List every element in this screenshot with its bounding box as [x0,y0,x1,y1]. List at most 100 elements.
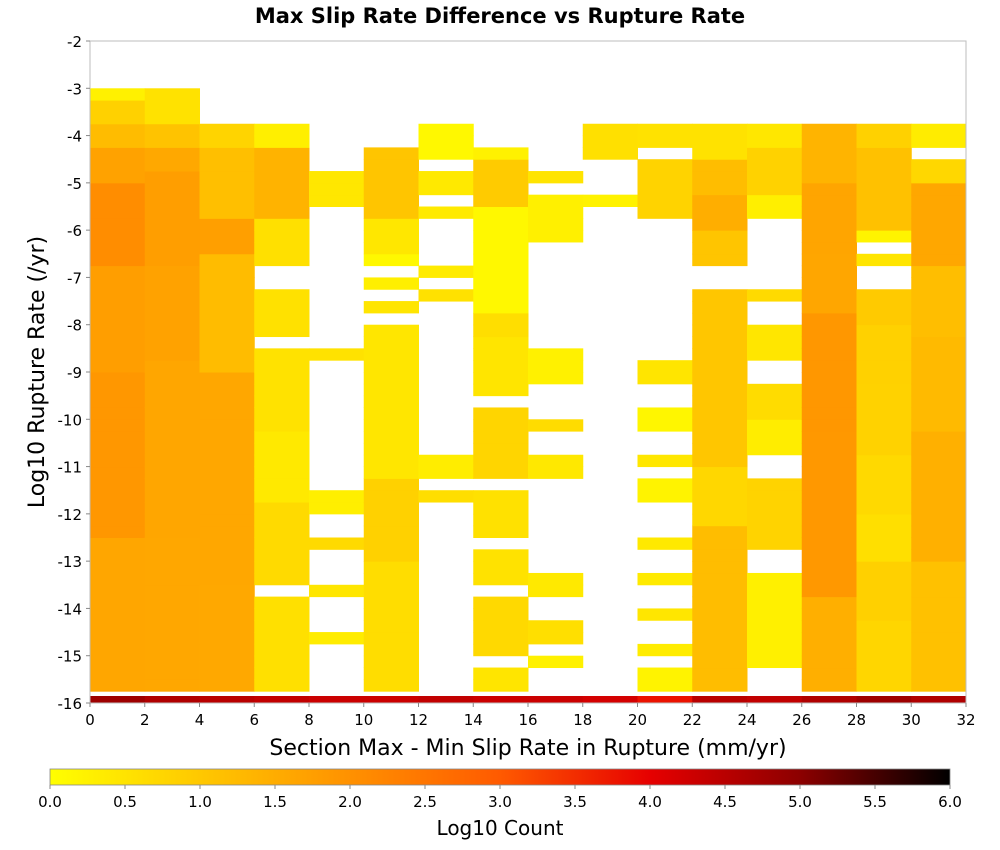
heatmap-cell [856,572,912,586]
heatmap-cell [801,525,857,538]
heatmap-cell [254,442,310,456]
heatmap-cell [363,608,419,621]
heatmap-cell [801,123,857,137]
heatmap-cell [856,395,912,408]
heatmap-cell-bottom [582,696,638,703]
heatmap-cell-bottom [199,696,255,703]
heatmap-cell [199,301,255,314]
heatmap-cell [309,182,365,196]
heatmap-cell [418,490,474,503]
y-tick-label: -9 [67,364,82,382]
heatmap-cell [418,147,474,160]
heatmap-cell [418,171,474,184]
heatmap-cell [473,241,529,255]
heatmap-cell [911,431,967,444]
heatmap-cell [801,348,857,361]
heatmap-cell [692,218,748,231]
heatmap-cell [473,643,529,657]
heatmap-cell [363,383,419,397]
heatmap-cell [911,549,967,562]
heatmap-cell [254,572,310,586]
heatmap-cell [199,135,255,148]
heatmap-cell [911,466,967,479]
heatmap-cell [801,159,857,172]
heatmap-cell [254,537,310,550]
x-tick-label: 20 [628,711,647,729]
heatmap-cell [911,643,967,657]
heatmap-cell [144,123,200,137]
heatmap-cell [144,643,200,657]
heatmap-cell [528,348,584,361]
x-tick-label: 22 [683,711,702,729]
heatmap-cell [528,572,584,586]
heatmap-cell [90,111,146,125]
heatmap-cell [90,194,146,207]
heatmap-cell [856,171,912,184]
heatmap-cell [692,312,748,326]
heatmap-cell [692,182,748,196]
heatmap-cell [911,490,967,503]
heatmap-cell [911,537,967,550]
heatmap-cell [90,561,146,574]
heatmap-cell [363,301,419,314]
heatmap-cell [363,502,419,515]
heatmap-cell [473,407,529,420]
heatmap-cell [911,194,967,207]
y-tick-label: -11 [58,459,83,477]
heatmap-cell [363,572,419,586]
heatmap-cell [144,135,200,148]
heatmap-cell [856,194,912,207]
heatmap-cell [582,135,638,148]
heatmap-cell [363,537,419,550]
heatmap-cell [801,372,857,385]
heatmap-cell [90,253,146,267]
heatmap-cell [911,348,967,361]
heatmap-cell [199,324,255,338]
heatmap-cell [856,218,912,231]
heatmap-cell [363,525,419,538]
colorbar-tick-label: 4.0 [638,793,662,811]
heatmap-cell [90,549,146,562]
heatmap-cell [418,182,474,196]
heatmap-cell [199,561,255,574]
x-tick-label: 26 [792,711,811,729]
y-tick-label: -14 [58,600,83,618]
x-tick-label: 30 [902,711,921,729]
heatmap-cell [911,572,967,586]
heatmap-cell [692,336,748,349]
heatmap-cell [856,679,912,692]
heatmap-cell [801,608,857,621]
heatmap-cell [144,655,200,669]
heatmap-cell [692,667,748,680]
heatmap-cell [90,159,146,172]
heatmap-cell [692,466,748,479]
heatmap-cell [856,643,912,657]
heatmap-cell [90,206,146,219]
heatmap-cell [692,419,748,432]
heatmap-cell [856,502,912,515]
heatmap-cell [199,360,255,373]
heatmap-cell [199,348,255,361]
heatmap-cell [144,218,200,231]
heatmap-cell [144,431,200,444]
heatmap-cell [90,182,146,196]
heatmap-cell [363,655,419,669]
heatmap-cell [199,667,255,680]
heatmap-cell [692,241,748,255]
heatmap-cell [144,348,200,361]
heatmap-cell [911,596,967,609]
heatmap-cell [473,608,529,621]
heatmap-cell [692,135,748,148]
heatmap-cell [747,655,803,669]
heatmap-cell [144,301,200,314]
heatmap-cell-bottom [801,696,857,703]
heatmap-cell [856,360,912,373]
heatmap-cell [199,490,255,503]
heatmap-cell [199,407,255,420]
heatmap-cell [747,596,803,609]
heatmap-cell [801,182,857,196]
heatmap-cell [692,632,748,645]
heatmap-cell [473,513,529,527]
heatmap-cell [801,360,857,373]
